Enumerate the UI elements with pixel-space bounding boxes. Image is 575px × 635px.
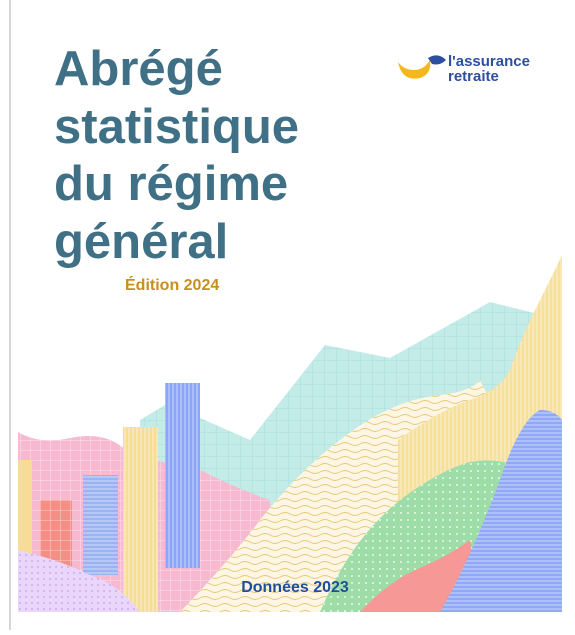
illustration — [18, 255, 562, 612]
logo: l'assurance retraite — [398, 53, 530, 85]
logo-text: retraite — [448, 68, 499, 85]
title-line: Abrégé — [54, 42, 223, 96]
title-line: statistique — [54, 100, 299, 154]
page: {"cover": {"title_lines": ["Abrégé", "st… — [0, 0, 575, 630]
data-year: Données 2023 — [241, 579, 349, 596]
edition: Édition 2024 — [125, 275, 219, 294]
cover: Abrégé statistique du régime général Édi… — [0, 0, 575, 630]
title-line: général — [54, 215, 228, 269]
title-line: du régime — [54, 157, 288, 211]
